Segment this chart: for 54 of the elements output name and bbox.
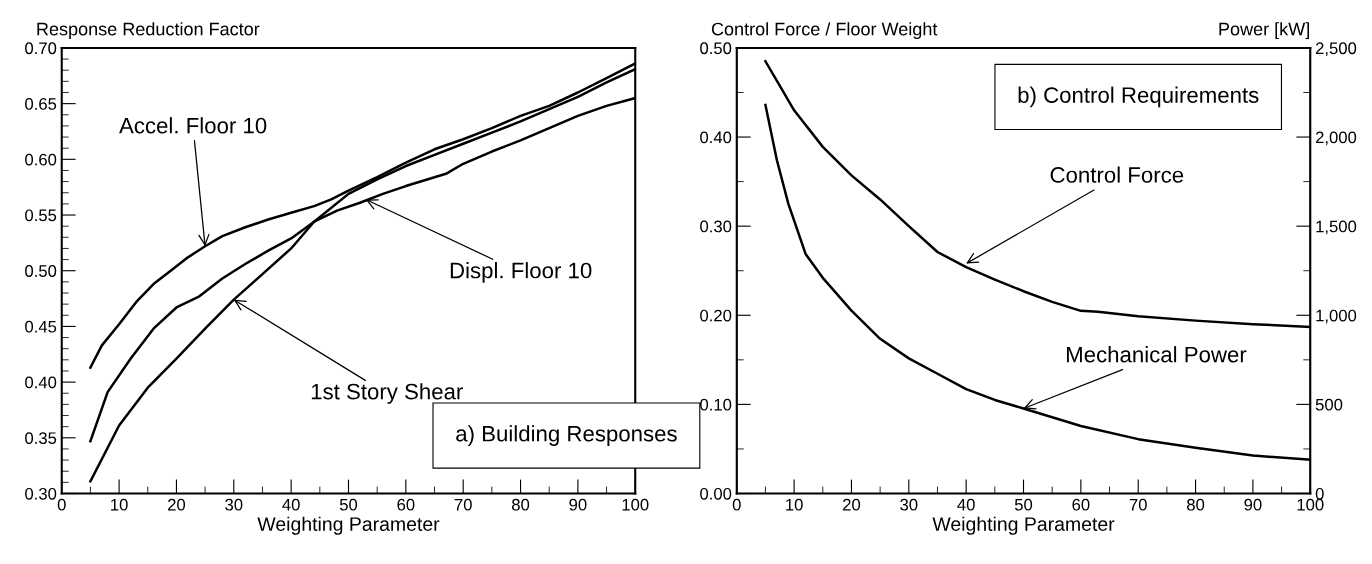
y2-tick-label: 2,500 [1315,42,1357,57]
annotation: a) Building Responses [456,425,677,446]
y-tick-label: 0.55 [25,209,57,222]
x-axis-title: Weighting Parameter [932,516,1115,535]
y-axis-title: Control Force / Floor Weight [711,22,938,40]
y2-tick-label: 1,000 [1316,309,1357,324]
y-tick-label: 0.20 [700,309,732,322]
x-tick-label: 80 [1187,498,1205,511]
x-tick-label: 70 [1129,498,1147,511]
y-tick-label: 0.50 [25,265,57,277]
y-tick-label: 0.40 [700,131,732,144]
x-tick-label: 100 [1297,498,1324,511]
y-tick-label: 0.45 [25,320,57,333]
annotation: 1st Story Shear [311,383,463,404]
x-tick-label: 60 [1072,498,1090,511]
x-tick-label: 90 [569,498,587,511]
y-tick-label: 0.50 [700,42,732,55]
y2-tick-label: 500 [1315,398,1343,411]
y-tick-label: 0.00 [700,487,732,500]
x-tick-label: 30 [225,498,243,511]
x-tick-label: 40 [957,498,975,511]
x-tick-label: 30 [900,498,918,511]
annotation: Accel. Floor 10 [119,117,267,134]
annotation: Control Force [1050,166,1184,183]
x-tick-label: 60 [397,498,415,511]
y2-tick-label: 2,000 [1315,131,1357,146]
y-tick-label: 0.65 [25,98,57,110]
x-tick-label: 50 [1014,498,1033,511]
x-tick-label: 80 [511,498,530,511]
x-tick-label: 20 [168,498,186,511]
y-tick-label: 0.60 [25,153,57,166]
x-tick-label: 20 [843,498,861,511]
y2-tick-label: 1,500 [1316,220,1357,235]
x-axis-title: Weighting Parameter [257,516,440,535]
y-axis-title: Response Reduction Factor [37,22,260,40]
y-tick-label: 0.10 [700,398,732,411]
x-tick-label: 40 [282,498,300,511]
x-tick-label: 100 [622,498,649,511]
x-tick-label: 10 [786,498,803,511]
x-tick-label: 90 [1244,498,1262,511]
y-tick-label: 0.30 [700,220,732,233]
x-tick-label: 0 [57,498,66,511]
y2-axis-title: Power [kW] [1219,22,1309,40]
x-tick-label: 70 [454,498,472,511]
y-tick-label: 0.40 [25,376,57,389]
y-tick-label: 0.30 [25,487,57,500]
y-tick-label: 0.70 [25,42,57,55]
x-tick-label: 0 [732,498,741,511]
annotation: Displ. Floor 10 [450,262,592,283]
x-tick-label: 10 [111,498,128,511]
annotation: b) Control Requirements [1018,86,1259,108]
y-tick-label: 0.35 [25,432,57,445]
annotation: Mechanical Power [1067,346,1247,363]
x-tick-label: 50 [339,498,358,511]
